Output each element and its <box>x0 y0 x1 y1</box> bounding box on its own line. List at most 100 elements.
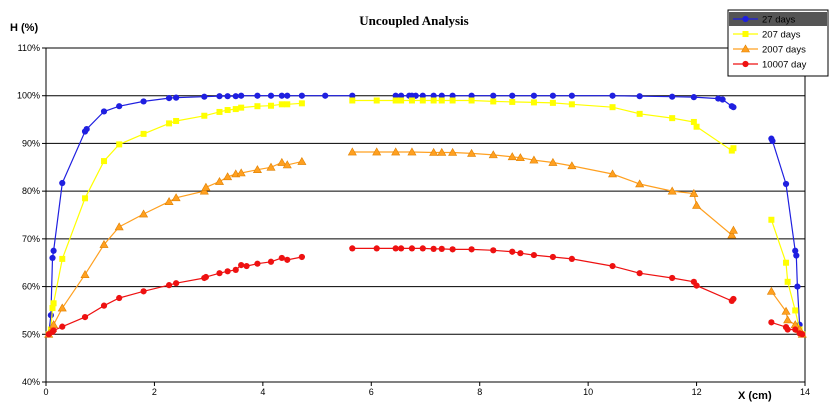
data-point <box>80 270 90 278</box>
legend: 27 days 207 days 2007 days 10007 day <box>727 9 829 77</box>
data-point <box>100 302 108 309</box>
data-point <box>568 255 575 262</box>
data-point <box>165 95 173 102</box>
data-point <box>392 245 399 252</box>
data-point <box>216 270 223 277</box>
data-point <box>57 303 67 312</box>
data-point <box>398 245 405 252</box>
data-point <box>419 97 426 104</box>
data-point <box>59 179 66 187</box>
data-point <box>254 103 261 110</box>
data-point <box>173 118 180 125</box>
series-line <box>48 161 303 335</box>
data-point <box>438 97 445 104</box>
data-point <box>252 165 262 173</box>
data-point <box>50 247 57 254</box>
data-point <box>549 253 557 261</box>
axes <box>42 47 806 386</box>
data-point <box>284 92 291 99</box>
data-point <box>224 107 231 114</box>
data-point <box>430 245 437 252</box>
data-point <box>549 99 556 106</box>
series-27-days <box>45 92 806 338</box>
data-point <box>669 115 676 122</box>
legend-label: 2007 days <box>762 45 806 56</box>
data-point <box>116 294 123 302</box>
data-point <box>692 200 702 209</box>
data-point <box>693 282 700 289</box>
data-point <box>783 259 790 266</box>
y-axis-title: H (%) <box>10 22 38 34</box>
data-point <box>490 98 497 105</box>
legend-label: 207 days <box>762 30 801 41</box>
x-tick-label: 0 <box>43 387 48 397</box>
data-point <box>727 230 737 239</box>
data-point <box>792 307 799 314</box>
data-point <box>47 312 54 319</box>
data-point <box>742 15 749 23</box>
data-point <box>793 252 800 259</box>
data-point <box>689 188 699 197</box>
data-point <box>783 315 793 324</box>
data-point <box>349 92 356 99</box>
series-line <box>48 256 303 335</box>
data-point <box>784 278 791 285</box>
series-line <box>352 247 734 302</box>
data-point <box>730 295 737 303</box>
horizontal-gridlines <box>46 47 805 383</box>
data-point <box>408 245 416 252</box>
data-point <box>398 92 405 99</box>
series-group <box>44 92 807 338</box>
data-point <box>82 195 89 202</box>
data-point <box>59 255 66 262</box>
data-point <box>693 123 700 130</box>
y-tick-label: 100% <box>17 91 40 101</box>
data-point <box>548 157 558 166</box>
data-point <box>373 97 380 104</box>
data-point <box>224 268 231 275</box>
data-point <box>530 92 538 99</box>
data-point <box>782 180 790 188</box>
x-tick-label: 6 <box>369 387 374 397</box>
data-point <box>449 246 456 253</box>
series-line <box>48 95 353 335</box>
data-point <box>408 97 415 104</box>
data-point <box>298 253 305 261</box>
chart-title: Uncoupled Analysis <box>359 13 468 28</box>
data-point <box>468 92 475 99</box>
data-point <box>391 147 401 156</box>
data-point <box>50 327 57 334</box>
data-point <box>284 101 291 108</box>
data-point <box>99 239 109 248</box>
data-point <box>140 130 147 137</box>
data-point <box>517 250 524 257</box>
data-point <box>81 314 89 321</box>
x-tick-label: 12 <box>692 387 702 397</box>
data-point <box>667 186 677 195</box>
data-point <box>468 246 475 253</box>
data-point <box>509 92 516 99</box>
series-line <box>352 151 734 237</box>
data-point <box>792 326 799 333</box>
data-point <box>407 147 417 156</box>
data-point <box>437 147 447 156</box>
data-point <box>419 245 426 252</box>
data-point <box>784 326 791 333</box>
data-point <box>59 323 66 330</box>
data-point <box>636 110 643 117</box>
data-point <box>100 108 108 115</box>
data-point <box>728 225 738 234</box>
data-point <box>83 126 90 133</box>
data-point <box>266 162 276 171</box>
data-point <box>278 101 285 108</box>
data-point <box>116 103 123 110</box>
x-tick-label: 2 <box>152 387 157 397</box>
series-line <box>770 138 803 335</box>
data-point <box>419 92 426 99</box>
data-point <box>509 248 516 255</box>
data-point <box>372 147 382 156</box>
data-point <box>238 262 245 269</box>
data-point <box>636 93 643 100</box>
data-point <box>392 97 399 104</box>
